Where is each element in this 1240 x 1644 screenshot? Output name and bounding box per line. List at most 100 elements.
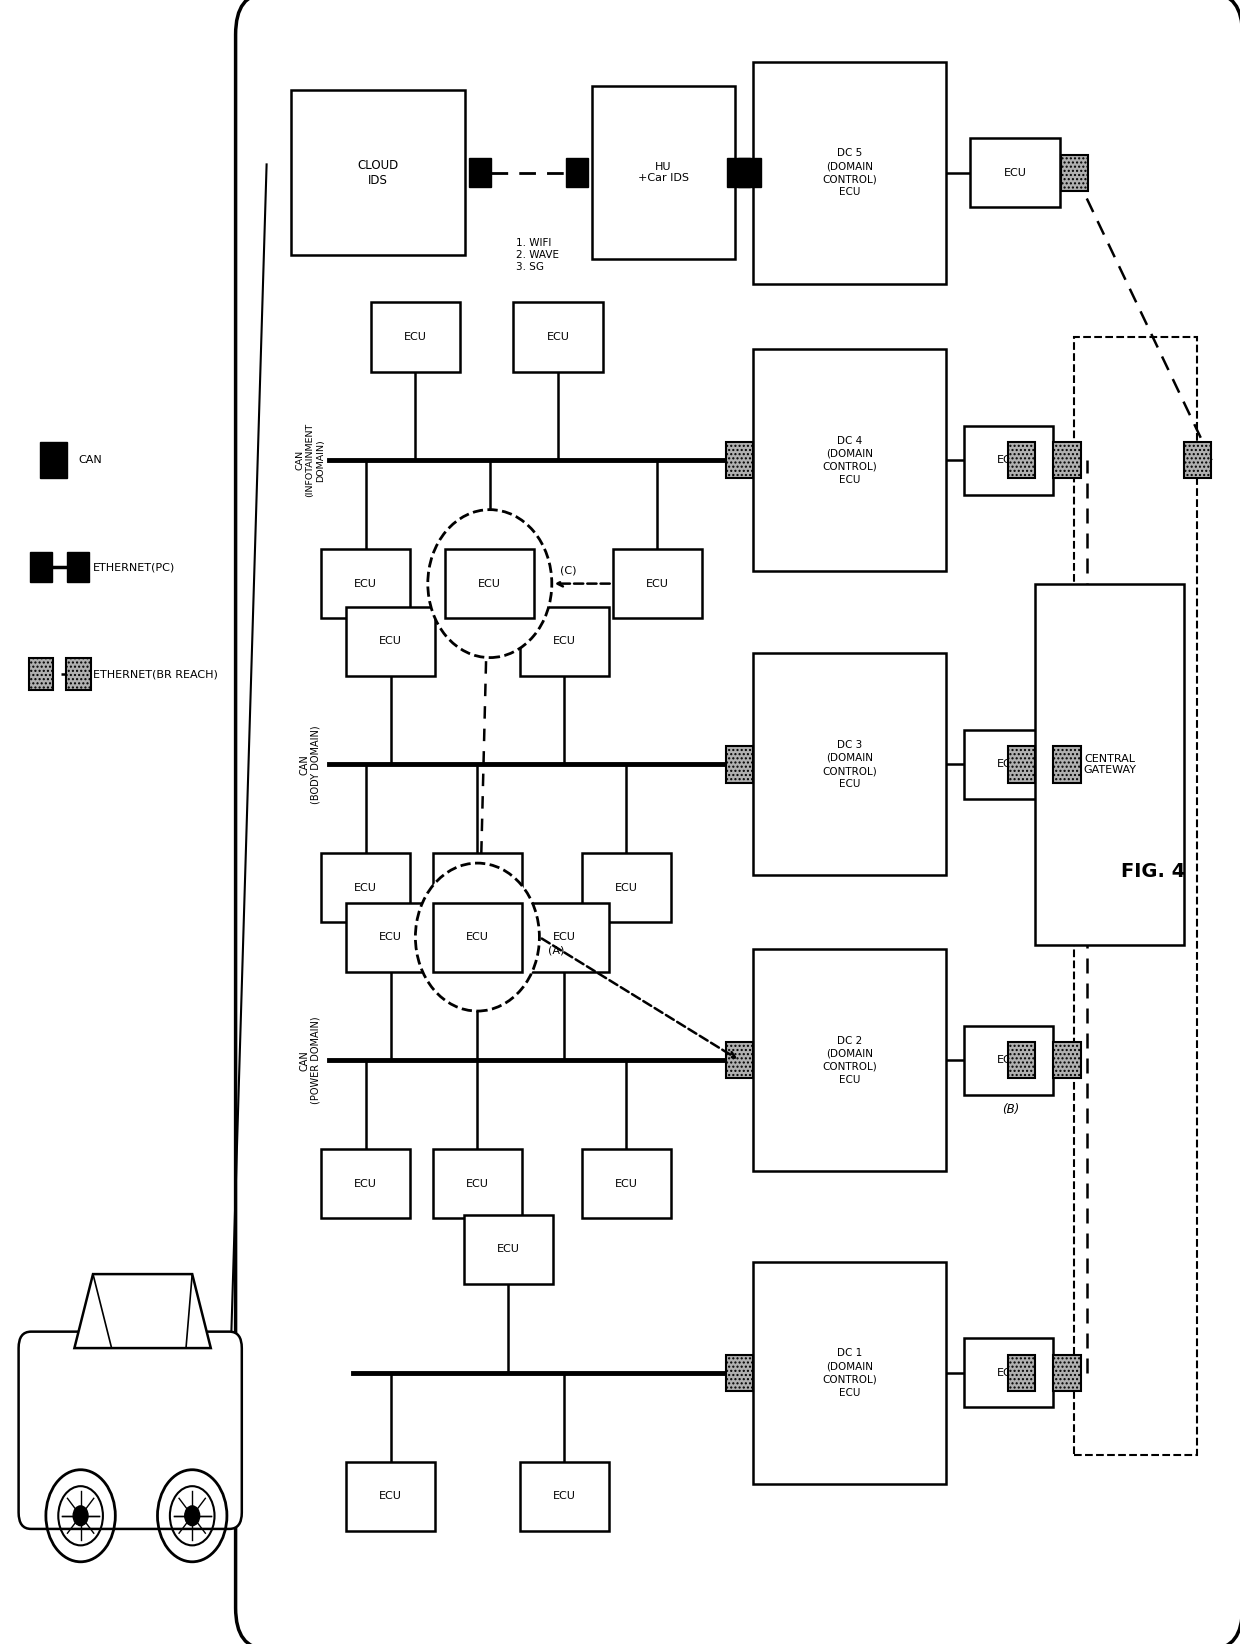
FancyBboxPatch shape [1061,155,1089,191]
Circle shape [73,1506,88,1526]
Text: DC 5
(DOMAIN
CONTROL)
ECU: DC 5 (DOMAIN CONTROL) ECU [822,148,877,197]
FancyBboxPatch shape [346,903,435,972]
Text: CAN
(INFOTAINMENT
DOMAIN): CAN (INFOTAINMENT DOMAIN) [295,423,325,498]
FancyBboxPatch shape [754,61,946,283]
Ellipse shape [428,510,552,658]
Text: ECU: ECU [355,883,377,893]
FancyBboxPatch shape [513,302,603,372]
Text: ECU: ECU [553,1491,575,1501]
Text: ETHERNET(BR REACH): ETHERNET(BR REACH) [93,669,218,679]
FancyBboxPatch shape [321,549,410,618]
Bar [727,158,749,187]
FancyBboxPatch shape [965,426,1054,495]
FancyBboxPatch shape [727,1355,754,1391]
FancyBboxPatch shape [1054,746,1081,783]
FancyBboxPatch shape [19,1332,242,1529]
FancyBboxPatch shape [66,658,91,690]
FancyBboxPatch shape [520,607,609,676]
Text: CAN
(BODY DOMAIN): CAN (BODY DOMAIN) [299,725,321,804]
FancyBboxPatch shape [971,138,1060,207]
Text: ECU: ECU [466,932,489,942]
Text: CAN
(POWER DOMAIN): CAN (POWER DOMAIN) [299,1016,321,1105]
Text: ECU: ECU [997,760,1021,769]
Text: ECU: ECU [479,579,501,589]
Text: ECU: ECU [615,1179,637,1189]
FancyBboxPatch shape [965,1026,1054,1095]
Text: ECU: ECU [547,332,569,342]
Text: ECU: ECU [379,636,402,646]
Text: ECU: ECU [997,1368,1021,1378]
Text: DC 2
(DOMAIN
CONTROL)
ECU: DC 2 (DOMAIN CONTROL) ECU [822,1036,877,1085]
Text: ECU: ECU [466,1179,489,1189]
Text: CAN: CAN [78,455,102,465]
Text: 1. WIFI
2. WAVE
3. SG: 1. WIFI 2. WAVE 3. SG [516,238,559,271]
FancyBboxPatch shape [965,730,1054,799]
Text: ECU: ECU [355,1179,377,1189]
Bar [567,158,589,187]
FancyBboxPatch shape [346,1462,435,1531]
FancyBboxPatch shape [433,903,522,972]
Text: DC 4
(DOMAIN
CONTROL)
ECU: DC 4 (DOMAIN CONTROL) ECU [822,436,877,485]
FancyBboxPatch shape [371,302,460,372]
FancyBboxPatch shape [1054,1042,1081,1078]
FancyBboxPatch shape [613,549,702,618]
Text: DC 1
(DOMAIN
CONTROL)
ECU: DC 1 (DOMAIN CONTROL) ECU [822,1348,877,1397]
Text: ECU: ECU [646,579,668,589]
FancyBboxPatch shape [1035,584,1184,945]
FancyBboxPatch shape [520,1462,609,1531]
FancyBboxPatch shape [1184,442,1211,478]
FancyBboxPatch shape [321,853,410,922]
Polygon shape [74,1274,211,1348]
Text: ECU: ECU [1003,168,1027,178]
Text: ECU: ECU [615,883,637,893]
Text: ECU: ECU [379,932,402,942]
Text: CENTRAL
GATEWAY: CENTRAL GATEWAY [1084,753,1136,776]
Text: ECU: ECU [379,1491,402,1501]
Text: (A): (A) [548,945,564,955]
FancyBboxPatch shape [291,90,465,255]
Text: (C): (C) [560,566,577,575]
FancyBboxPatch shape [433,853,522,922]
Text: DC 3
(DOMAIN
CONTROL)
ECU: DC 3 (DOMAIN CONTROL) ECU [822,740,877,789]
FancyBboxPatch shape [433,1149,522,1218]
FancyBboxPatch shape [965,1338,1054,1407]
FancyBboxPatch shape [582,853,671,922]
FancyBboxPatch shape [1008,1355,1035,1391]
Text: ECU: ECU [466,883,489,893]
FancyBboxPatch shape [1008,442,1035,478]
FancyBboxPatch shape [754,350,946,572]
Text: ECU: ECU [997,1055,1021,1065]
FancyBboxPatch shape [593,85,734,258]
FancyBboxPatch shape [1008,746,1035,783]
Bar [67,552,89,582]
FancyBboxPatch shape [29,658,53,690]
FancyBboxPatch shape [727,746,754,783]
Text: CLOUD
IDS: CLOUD IDS [357,158,399,187]
Text: ECU: ECU [497,1245,520,1254]
Text: ECU: ECU [997,455,1021,465]
Bar [739,158,761,187]
FancyBboxPatch shape [754,1263,946,1483]
FancyBboxPatch shape [582,1149,671,1218]
FancyBboxPatch shape [754,653,946,875]
FancyBboxPatch shape [727,1042,754,1078]
Ellipse shape [415,863,539,1011]
Text: ETHERNET(PC): ETHERNET(PC) [93,562,175,572]
Text: HU
+Car IDS: HU +Car IDS [637,161,689,184]
FancyBboxPatch shape [236,0,1240,1644]
Bar [40,442,67,478]
Circle shape [185,1506,200,1526]
FancyBboxPatch shape [1008,1042,1035,1078]
Bar [30,552,52,582]
Text: (B): (B) [1002,1103,1019,1116]
Text: ECU: ECU [553,636,575,646]
FancyBboxPatch shape [1054,1355,1081,1391]
FancyBboxPatch shape [464,1215,553,1284]
FancyBboxPatch shape [445,549,534,618]
FancyBboxPatch shape [346,607,435,676]
Bar [469,158,491,187]
FancyBboxPatch shape [754,950,946,1171]
FancyBboxPatch shape [727,442,754,478]
Text: ECU: ECU [553,932,575,942]
FancyBboxPatch shape [1054,442,1081,478]
